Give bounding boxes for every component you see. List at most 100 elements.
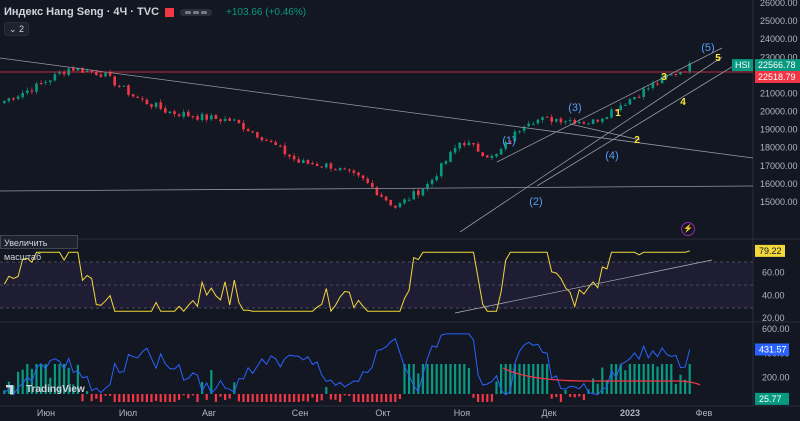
candle-body bbox=[26, 90, 29, 93]
price-axis-tick: 15000.00 bbox=[760, 197, 798, 207]
osc-bar bbox=[513, 364, 516, 394]
osc-bar bbox=[431, 364, 434, 394]
candle-body bbox=[173, 111, 176, 114]
price-axis-tick: 24000.00 bbox=[760, 34, 798, 44]
time-axis-label: Авг bbox=[202, 408, 217, 418]
candle-body bbox=[564, 121, 567, 123]
price-label-value: 22518.79 bbox=[758, 72, 796, 82]
osc-bar bbox=[109, 394, 112, 396]
candle-body bbox=[679, 71, 682, 75]
rsi-trendline bbox=[454, 259, 713, 314]
wave-label: (5) bbox=[701, 42, 714, 54]
price-axis-tick: 18000.00 bbox=[760, 143, 798, 153]
osc-bar bbox=[191, 394, 194, 396]
osc-bar bbox=[486, 394, 489, 402]
candle-body bbox=[453, 147, 457, 153]
candle-body bbox=[435, 176, 438, 181]
candle-body bbox=[99, 74, 103, 77]
symbol-tag: HSI bbox=[735, 60, 750, 70]
candle-body bbox=[660, 76, 664, 84]
price-axis-tick: 25000.00 bbox=[760, 16, 798, 26]
candle-body bbox=[651, 83, 655, 88]
osc-bar bbox=[201, 381, 204, 394]
candle-body bbox=[223, 118, 227, 121]
osc-bar bbox=[17, 371, 20, 394]
candle-body bbox=[509, 141, 512, 143]
osc-value: 25.77 bbox=[759, 394, 782, 404]
candle-body bbox=[196, 116, 199, 120]
osc-bar bbox=[665, 364, 668, 394]
trend-lines[interactable] bbox=[0, 47, 753, 233]
candle-body bbox=[486, 155, 489, 158]
osc-bar bbox=[536, 364, 539, 394]
osc-value: 431.57 bbox=[759, 344, 787, 354]
candle-body bbox=[12, 98, 15, 100]
price-axis-tick: 16000.00 bbox=[760, 179, 798, 189]
candle-body bbox=[292, 155, 296, 160]
osc-bar bbox=[651, 364, 654, 394]
osc-bar bbox=[362, 394, 365, 402]
osc-bar bbox=[12, 385, 15, 394]
osc-bar bbox=[242, 394, 245, 402]
candle-body bbox=[417, 190, 420, 196]
candle-body bbox=[76, 68, 80, 71]
osc-bar bbox=[44, 364, 47, 394]
osc-bar bbox=[49, 377, 52, 394]
osc-bar bbox=[224, 394, 227, 401]
osc-bar bbox=[329, 394, 332, 400]
minor-wave-label: 5 bbox=[715, 53, 721, 64]
candle-body bbox=[274, 142, 277, 145]
candle-body bbox=[596, 119, 599, 122]
osc-bar bbox=[325, 387, 328, 394]
osc-bar bbox=[578, 394, 581, 397]
candle-body bbox=[522, 126, 526, 131]
osc-bar bbox=[182, 394, 185, 396]
indicator-collapse-button[interactable]: ⌄ 2 bbox=[4, 22, 30, 36]
candle-body bbox=[49, 80, 52, 83]
osc-bar bbox=[58, 364, 61, 394]
osc-bar bbox=[150, 394, 153, 402]
rsi-axis-tick: 60.00 bbox=[762, 268, 785, 278]
candle-body bbox=[237, 119, 241, 123]
candle-body bbox=[394, 205, 397, 208]
minor-wave-label: 4 bbox=[680, 97, 686, 108]
candle-body bbox=[251, 131, 254, 133]
candle-body bbox=[320, 166, 323, 168]
candle-body bbox=[334, 169, 337, 171]
lightning-icon[interactable]: ⚡ bbox=[681, 222, 695, 236]
candle-body bbox=[421, 189, 425, 196]
candle-body bbox=[246, 129, 250, 132]
candle-body bbox=[568, 120, 572, 122]
candle-body bbox=[315, 164, 319, 167]
ohlc-toggle[interactable] bbox=[180, 8, 213, 16]
osc-bar bbox=[136, 394, 139, 402]
osc-bar bbox=[380, 394, 383, 402]
candle-body bbox=[555, 118, 558, 122]
rsi-axis-tick: 20.00 bbox=[762, 313, 785, 323]
osc-bar bbox=[334, 394, 337, 400]
flag-icon[interactable] bbox=[165, 7, 175, 17]
symbol-legend[interactable]: Индекс Hang Seng · 4Ч · TVC +103.66 (+0.… bbox=[4, 6, 306, 18]
osc-bar bbox=[99, 394, 102, 402]
candle-body bbox=[513, 131, 517, 142]
candle-body bbox=[481, 152, 484, 157]
osc-bar bbox=[684, 379, 687, 394]
candle-body bbox=[403, 199, 406, 204]
osc-bar bbox=[35, 364, 38, 394]
osc-value-box bbox=[755, 392, 789, 405]
candle-body bbox=[573, 119, 576, 124]
osc-bar bbox=[417, 373, 420, 394]
candle-body bbox=[306, 160, 310, 164]
osc-bar bbox=[527, 364, 530, 394]
time-axis-label: Июн bbox=[37, 408, 55, 418]
candle-body bbox=[108, 72, 112, 76]
osc-bar bbox=[518, 364, 521, 394]
indicator-count: 2 bbox=[19, 24, 25, 34]
candle-body bbox=[366, 178, 369, 183]
symbol-title[interactable]: Индекс Hang Seng · 4Ч · TVC bbox=[4, 6, 160, 18]
candle-body bbox=[260, 137, 264, 141]
osc-bar bbox=[122, 394, 125, 402]
osc-bar bbox=[21, 369, 24, 394]
wave-label: (1) bbox=[502, 135, 515, 147]
